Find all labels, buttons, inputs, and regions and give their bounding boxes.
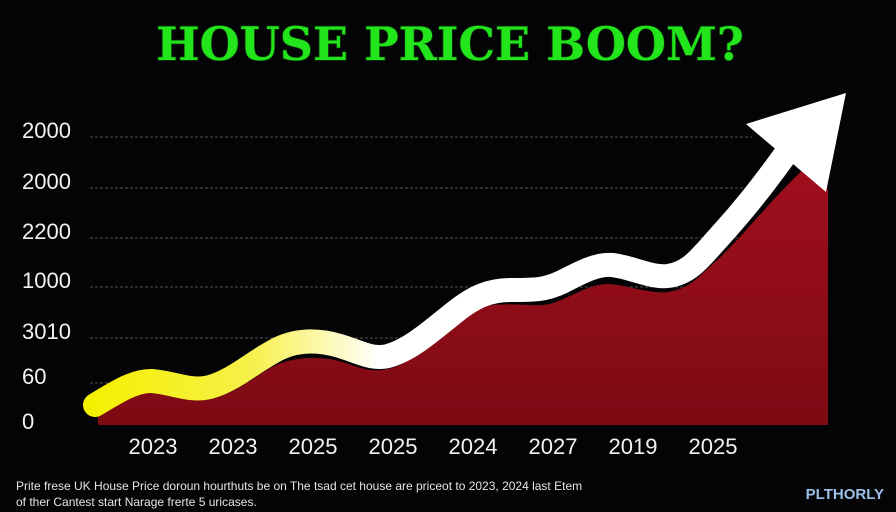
y-label: 1000 — [22, 268, 71, 293]
x-label: 2024 — [449, 434, 498, 459]
y-label: 3010 — [22, 319, 71, 344]
x-label: 2023 — [209, 434, 258, 459]
trend-arrow — [83, 136, 802, 417]
y-label: 2000 — [22, 169, 71, 194]
axis-labels: 2000 2000 2200 1000 3010 60 0 2023 2023 2025 2025 2… — [22, 118, 737, 459]
y-label: 2200 — [22, 219, 71, 244]
y-label: 0 — [22, 409, 34, 434]
caption-line: of ther Cantest start Narage frerte 5 ur… — [16, 495, 257, 509]
x-label: 2025 — [689, 434, 738, 459]
title: HOUSE PRICE BOOM? — [156, 17, 744, 71]
x-label: 2019 — [609, 434, 658, 459]
price-area — [98, 165, 828, 425]
y-label: 2000 — [22, 118, 71, 143]
y-label: 60 — [22, 364, 46, 389]
caption-line: Prite frese UK House Price doroun hourth… — [16, 479, 582, 493]
brand: PLTHORLY — [806, 486, 884, 503]
x-label: 2025 — [289, 434, 338, 459]
arrow-head — [746, 93, 846, 192]
x-label: 2025 — [369, 434, 418, 459]
x-label: 2027 — [529, 434, 578, 459]
x-label: 2023 — [129, 434, 178, 459]
